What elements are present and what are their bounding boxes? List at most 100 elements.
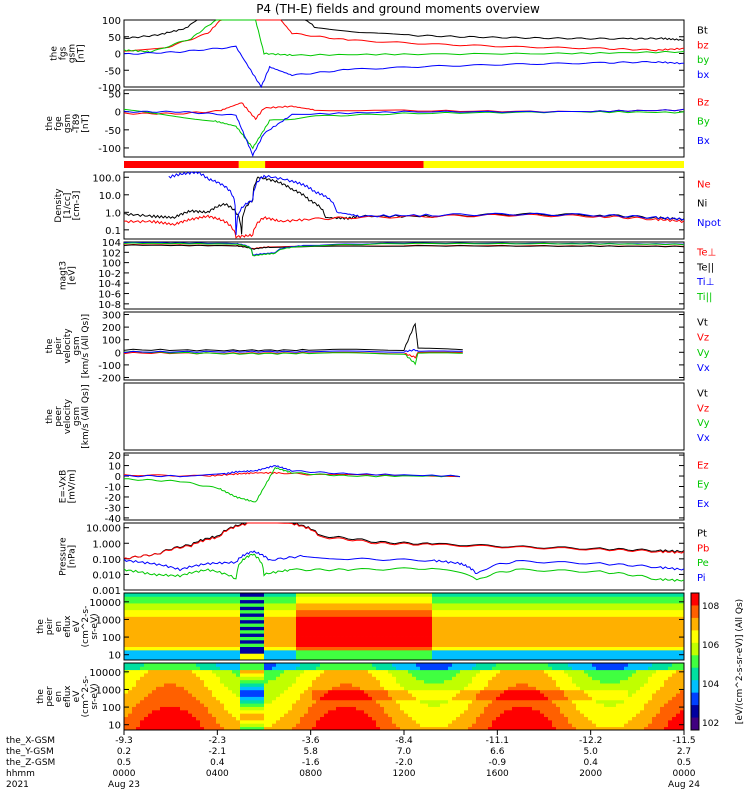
spectrogram-cell — [512, 619, 517, 624]
spectrogram-cell — [260, 716, 265, 721]
spectrogram-cell — [172, 593, 177, 597]
spectrogram-cell — [168, 706, 173, 711]
spectrogram-cell — [612, 646, 617, 651]
spectrogram-cell — [352, 629, 357, 634]
spectrogram-cell — [472, 719, 477, 724]
spectrogram-cell — [260, 669, 265, 674]
spectrogram-cell — [632, 649, 637, 654]
spectrogram-cell — [352, 683, 357, 687]
spectrogram-cell — [396, 699, 401, 704]
legend-Bx: Bx — [697, 136, 710, 147]
spectrogram-cell — [168, 623, 173, 627]
spectrogram-cell — [400, 696, 405, 701]
spectrogram-cell — [224, 666, 229, 671]
spectrogram-cell — [500, 666, 505, 671]
spectrogram-cell — [680, 636, 685, 641]
spectrogram-cell — [428, 686, 433, 691]
spectrogram-cell — [436, 636, 441, 641]
spectrogram-cell — [224, 646, 229, 651]
spectrogram-cell — [212, 703, 217, 707]
spectrogram-cell — [432, 683, 437, 687]
spectrogram-cell — [376, 599, 381, 604]
spectrogram-cell — [124, 649, 129, 654]
spectrogram-cell — [676, 609, 681, 614]
spectrogram-cell — [492, 713, 497, 717]
spectrogram-cell — [604, 593, 609, 597]
spectrogram-cell — [164, 696, 169, 701]
spectrogram-cell — [188, 669, 193, 674]
spectrogram-cell — [384, 653, 389, 658]
spectrogram-cell — [444, 596, 449, 601]
spectrogram-cell — [416, 683, 421, 687]
spectrogram-cell — [128, 593, 133, 597]
spectrogram-cell — [512, 723, 517, 728]
spectrogram-cell — [276, 643, 281, 647]
spectrogram-cell — [388, 703, 393, 707]
spectrogram-cell — [496, 649, 501, 654]
spectrogram-cell — [320, 656, 325, 661]
spectrogram-cell — [260, 679, 265, 684]
spectrogram-cell — [568, 639, 573, 644]
spectrogram-cell — [388, 596, 393, 601]
spectrogram-cell — [528, 613, 533, 617]
spectrogram-cell — [380, 613, 385, 617]
spectrogram-cell — [252, 723, 257, 728]
spectrogram-cell — [512, 633, 517, 637]
spectrogram-cell — [632, 613, 637, 617]
spectrogram-cell — [192, 706, 197, 711]
spectrogram-cell — [224, 719, 229, 724]
spectrogram-cell — [276, 703, 281, 707]
spectrogram-cell — [200, 686, 205, 691]
spectrogram-cell — [312, 716, 317, 721]
spectrogram-cell — [380, 716, 385, 721]
spectrogram-cell — [148, 666, 153, 671]
spectrogram-cell — [512, 629, 517, 634]
spectrogram-cell — [468, 666, 473, 671]
spectrogram-cell — [164, 699, 169, 704]
spectrogram-cell — [492, 599, 497, 604]
spectrogram-cell — [288, 683, 293, 687]
spectrogram-cell — [632, 593, 637, 597]
spectrogram-cell — [152, 603, 157, 607]
spectrogram-cell — [280, 606, 285, 611]
spectrogram-cell — [260, 713, 265, 717]
spectrogram-cell — [304, 713, 309, 717]
spectrogram-cell — [508, 723, 513, 728]
spectrogram-cell — [332, 593, 337, 597]
spectrogram-cell — [220, 596, 225, 601]
y-axis-label-line: [nPa] — [68, 545, 78, 568]
spectrogram-cell — [596, 613, 601, 617]
spectrogram-cell — [428, 699, 433, 704]
spectrogram-cell — [504, 616, 509, 621]
spectrogram-cell — [576, 613, 581, 617]
spectrogram-cell — [376, 633, 381, 637]
spectrogram-cell — [360, 709, 365, 714]
spectrogram-cell — [192, 626, 197, 631]
spectrogram-cell — [400, 606, 405, 611]
spectrogram-cell — [232, 619, 237, 624]
spectrogram-cell — [152, 699, 157, 704]
spectrogram-cell — [380, 703, 385, 707]
spectrogram-cell — [324, 623, 329, 627]
spectrogram-cell — [316, 606, 321, 611]
spectrogram-cell — [484, 676, 489, 681]
spectrogram-cell — [620, 639, 625, 644]
spectrogram-cell — [316, 596, 321, 601]
spectrogram-cell — [208, 683, 213, 687]
spectrogram-cell — [496, 613, 501, 617]
spectrogram-cell — [532, 623, 537, 627]
spectrogram-cell — [376, 649, 381, 654]
spectrogram-cell — [172, 679, 177, 684]
spectrogram-cell — [512, 649, 517, 654]
spectrogram-cell — [232, 603, 237, 607]
spectrogram-cell — [264, 669, 269, 674]
spectrogram-cell — [160, 619, 165, 624]
spectrogram-cell — [336, 689, 341, 694]
spectrogram-cell — [408, 719, 413, 724]
spectrogram-cell — [448, 636, 453, 641]
spectrogram-cell — [412, 719, 417, 724]
spectrogram-cell — [380, 713, 385, 717]
spectrogram-cell — [476, 656, 481, 661]
spectrogram-cell — [432, 619, 437, 624]
spectrogram-cell — [368, 689, 373, 694]
